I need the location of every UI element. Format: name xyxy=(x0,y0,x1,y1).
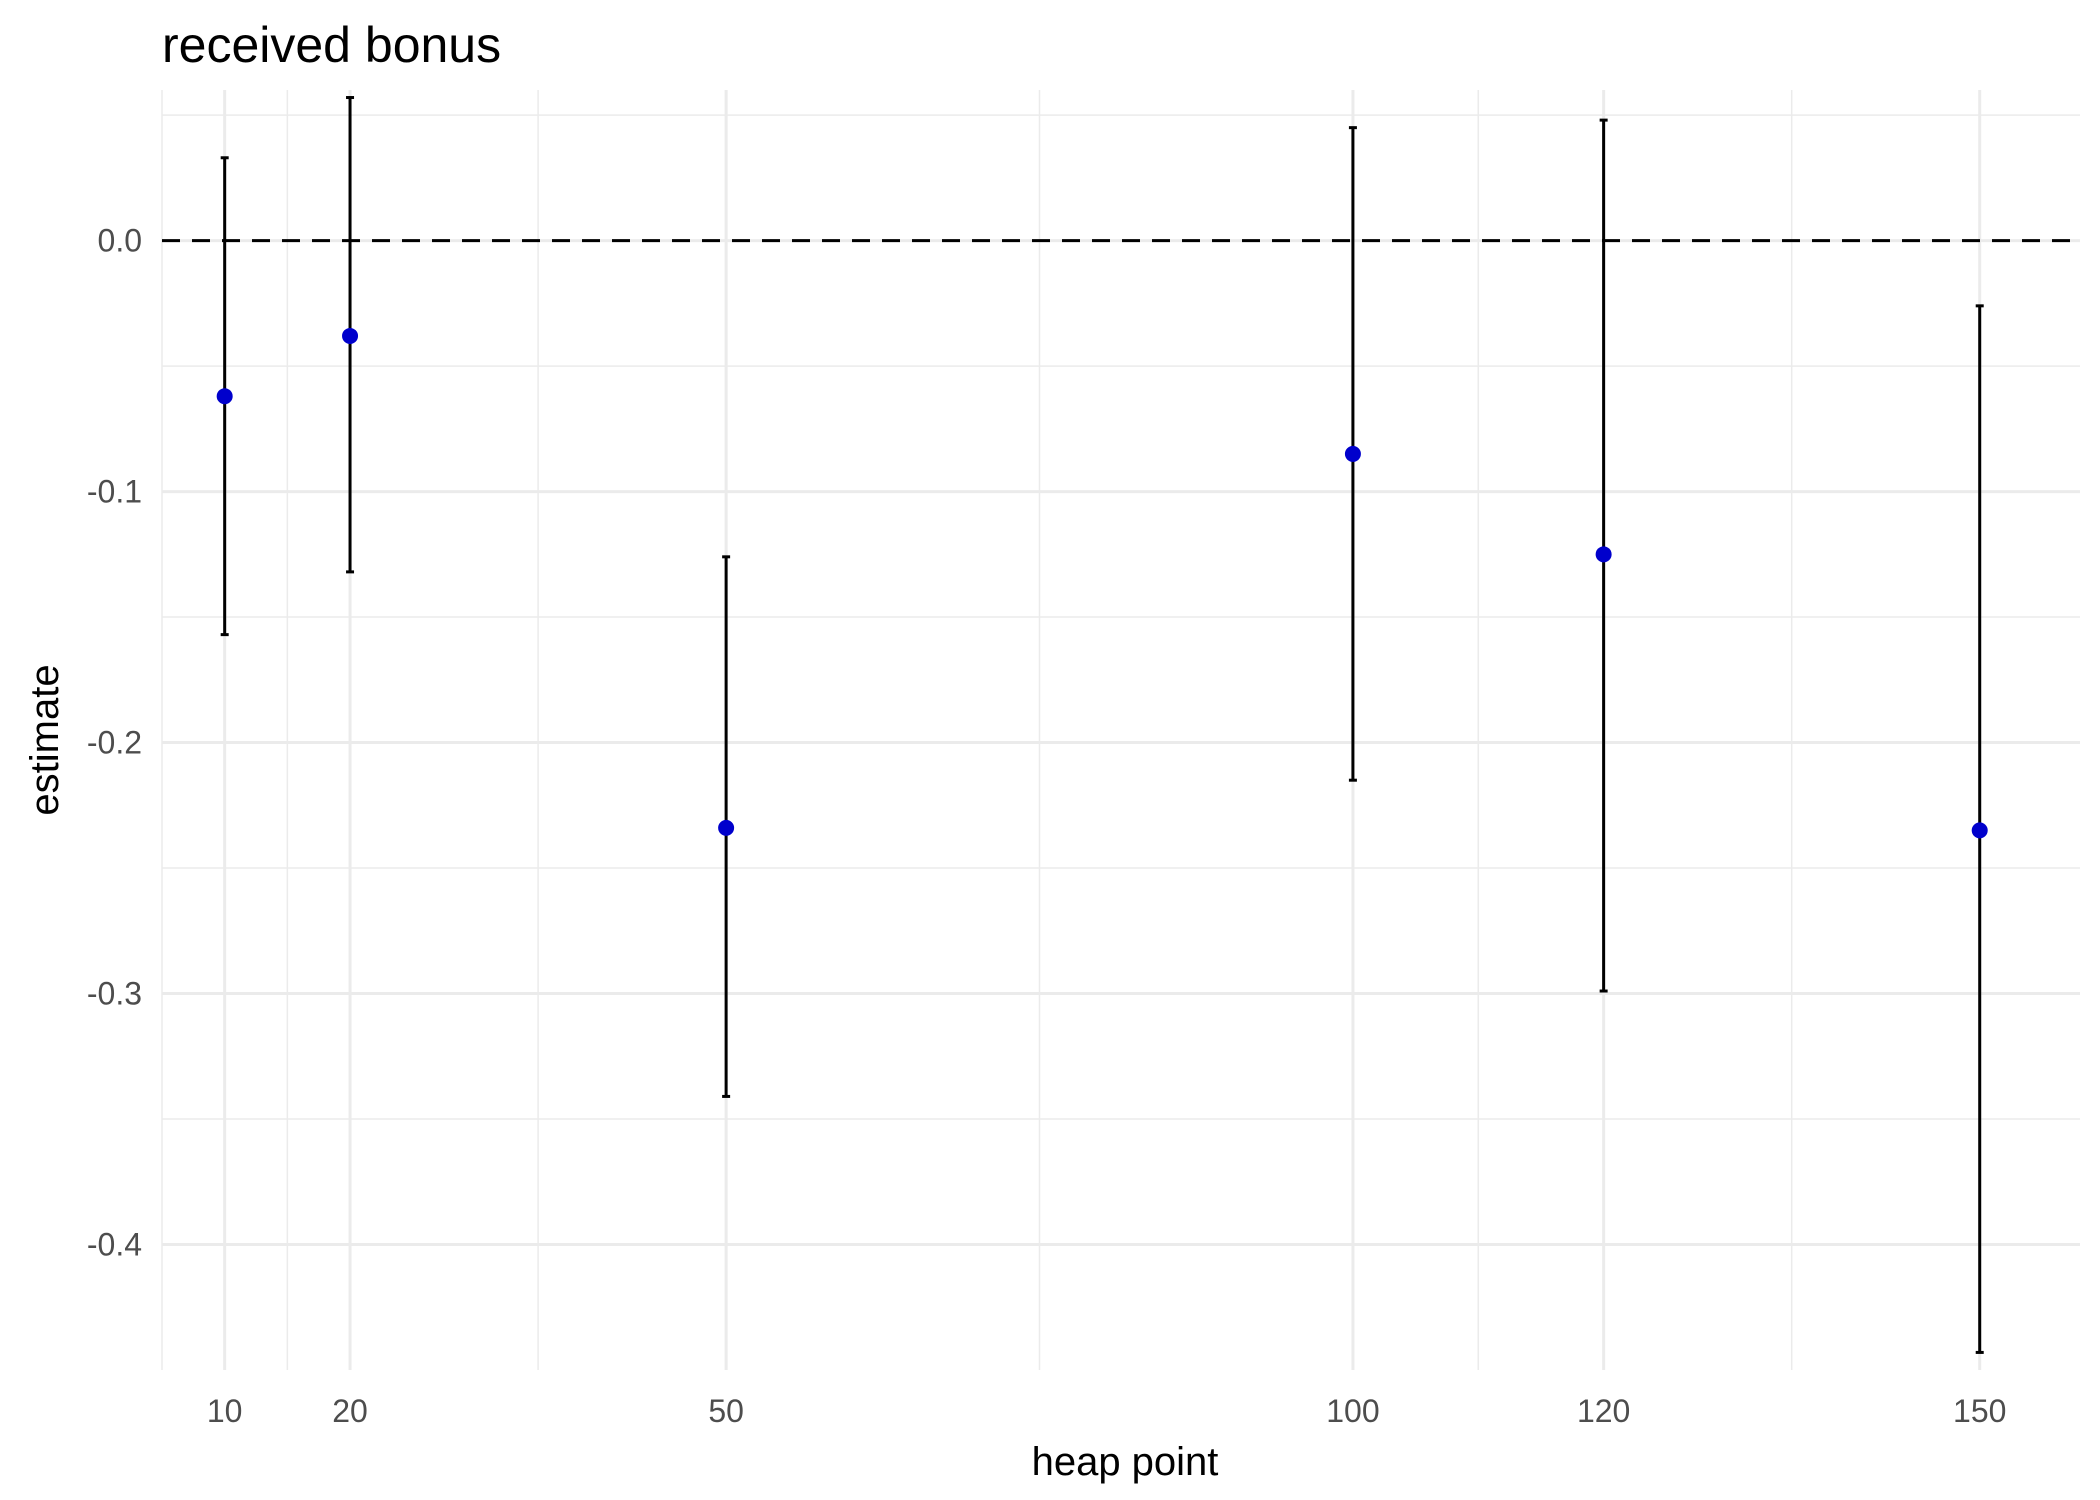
x-tick-label: 10 xyxy=(207,1393,243,1429)
y-tick-label: -0.4 xyxy=(87,1227,142,1263)
y-axis-title: estimate xyxy=(23,664,67,815)
y-axis-ticks: -0.4 -0.3 -0.2 -0.1 0.0 xyxy=(87,223,142,1263)
x-tick-label: 150 xyxy=(1953,1393,2006,1429)
data-point xyxy=(1344,445,1361,462)
points xyxy=(216,327,1988,839)
x-axis-title: heap point xyxy=(1032,1440,1219,1484)
y-tick-label: -0.2 xyxy=(87,725,142,761)
y-tick-label: -0.3 xyxy=(87,976,142,1012)
data-point xyxy=(1595,546,1612,563)
x-tick-label: 50 xyxy=(708,1393,744,1429)
data-point xyxy=(1971,822,1988,839)
x-tick-label: 20 xyxy=(332,1393,368,1429)
chart-title: received bonus xyxy=(162,17,501,73)
y-tick-label: -0.1 xyxy=(87,474,142,510)
data-point xyxy=(216,388,233,405)
x-axis-ticks: 10 20 50 100 120 150 xyxy=(207,1393,2007,1429)
grid xyxy=(161,90,2080,1370)
y-tick-label: 0.0 xyxy=(98,223,142,259)
x-tick-label: 120 xyxy=(1577,1393,1630,1429)
errorbars xyxy=(220,96,1984,1354)
data-point xyxy=(342,327,359,344)
x-tick-label: 100 xyxy=(1326,1393,1379,1429)
data-point xyxy=(718,819,735,836)
